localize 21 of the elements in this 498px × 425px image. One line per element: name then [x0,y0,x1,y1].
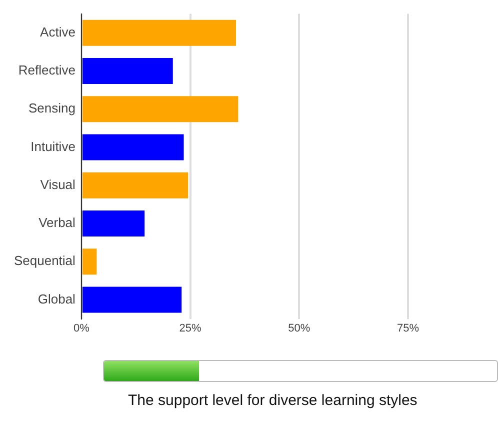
bar [82,210,145,236]
bar [82,248,97,275]
x-tick-label: 25% [179,322,202,334]
y-tick-label: Sensing [28,100,76,116]
bar [82,172,188,198]
bar [82,96,238,122]
y-tick-label: Visual [40,176,76,192]
x-tick-label: 0% [73,322,90,334]
y-tick-label: Reflective [18,62,76,78]
bar [82,286,182,313]
bar [82,58,173,84]
y-tick-label: Active [40,24,76,40]
bar [82,134,184,160]
bar [82,20,236,46]
y-tick-label: Sequential [14,253,76,268]
y-tick-label: Verbal [38,215,76,230]
y-tick-label: Intuitive [30,138,76,154]
y-tick-label: Global [38,291,76,306]
text: The support level for diverse learning styles [128,392,418,409]
x-tick-label: 50% [288,322,310,334]
x-tick-label: 75% [396,322,420,334]
